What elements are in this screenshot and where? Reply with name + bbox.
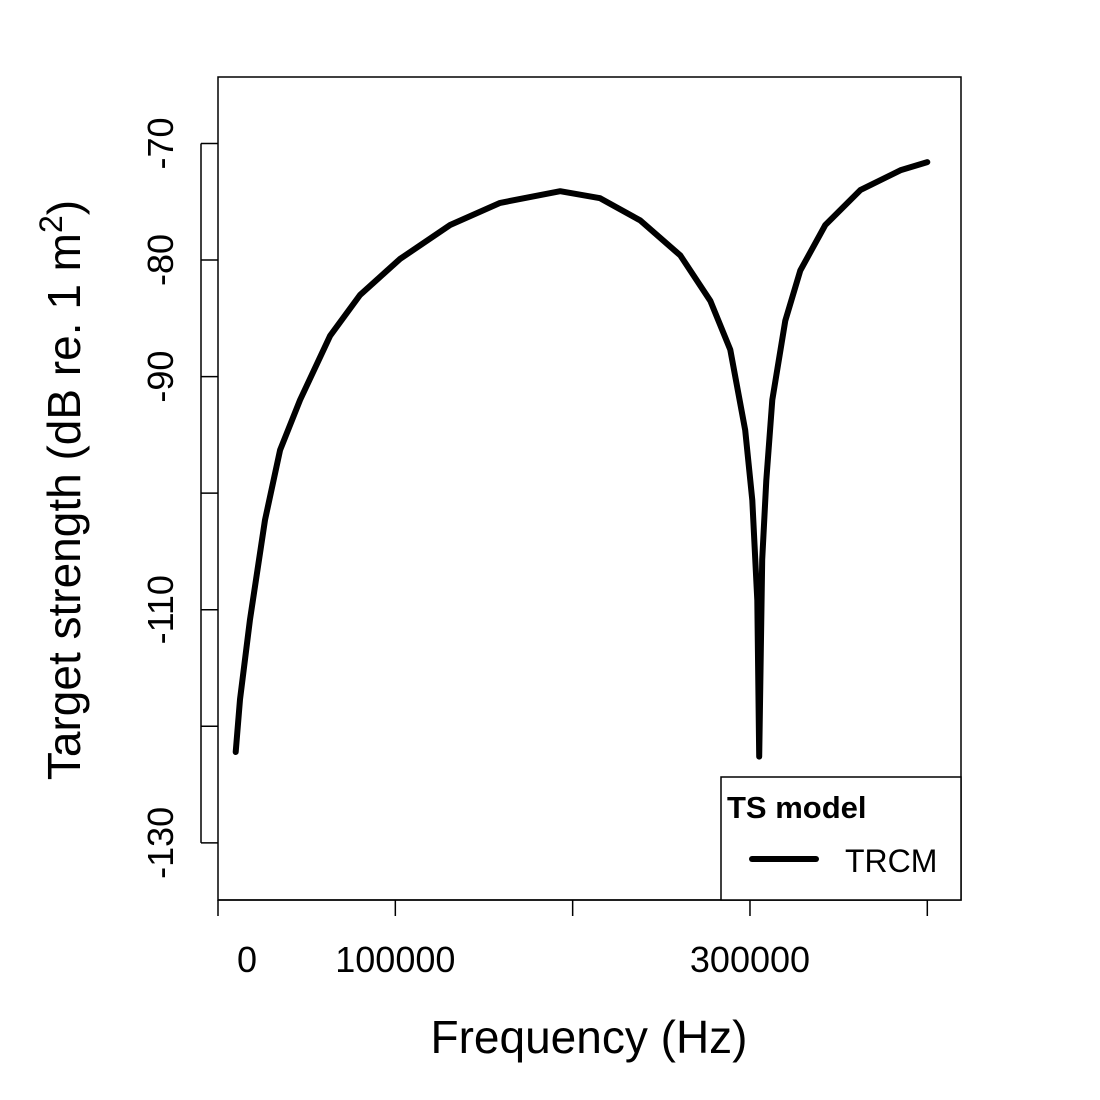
series-line-trcm [232,159,931,760]
x-tick-label: 100000 [335,939,455,980]
x-tick-label: 300000 [690,939,810,980]
y-tick-label: -80 [140,234,181,286]
y-tick-label: -110 [140,575,181,644]
y-axis-title: Target strength (dB re. 1 m2) [33,200,90,780]
y-tick-label: -70 [140,117,181,169]
y-tick-label: -90 [140,351,181,403]
y-tick-label: -130 [140,807,181,879]
legend: TS model TRCM [720,776,962,901]
legend-box [720,776,962,901]
x-axis-title: Frequency (Hz) [431,1011,748,1063]
legend-label-trcm: TRCM [845,843,937,879]
y-axis: -70 -80 -90 -110 -130 [140,117,218,879]
legend-title: TS model [727,790,867,825]
x-axis: 0 100000 300000 [217,899,929,980]
x-tick-label: 0 [237,939,257,980]
